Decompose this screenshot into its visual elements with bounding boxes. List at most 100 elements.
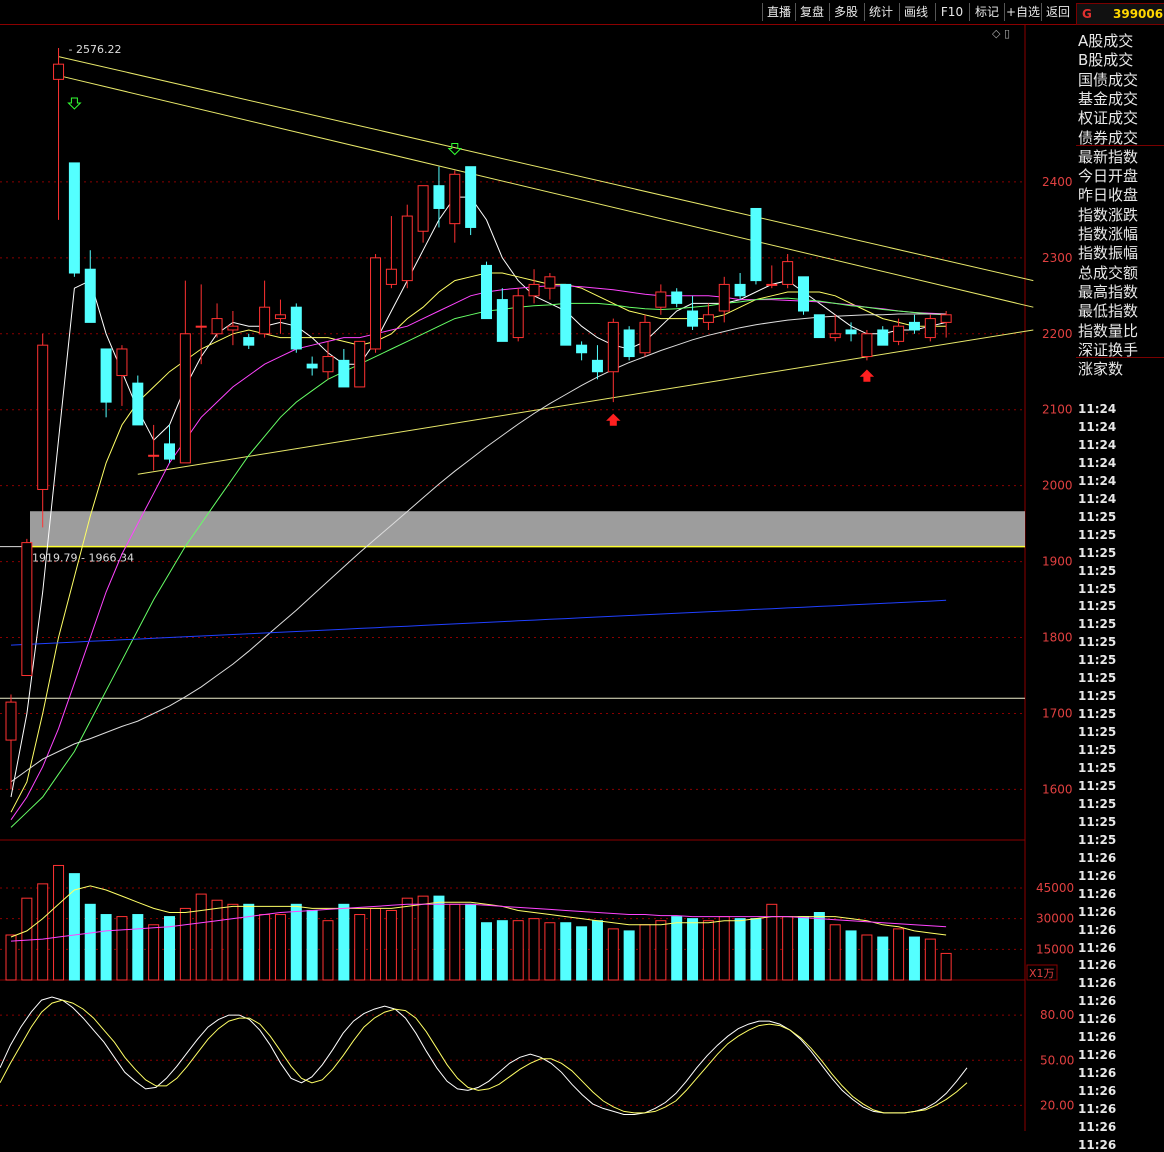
tick-time: 11:26 [1078, 868, 1117, 883]
draw-line-button[interactable]: 画线 [899, 3, 932, 21]
price-tick-label: 2200 [1042, 327, 1073, 341]
panel-icons[interactable]: ◇ ▯ [992, 27, 1010, 40]
volume-bar [528, 918, 540, 981]
volume-bar [655, 920, 667, 981]
buy-signal-arrow [606, 413, 621, 426]
price-tick-label: 2100 [1042, 403, 1073, 417]
volume-bar [908, 936, 920, 981]
oscillator-tick-label: 50.00 [1040, 1053, 1074, 1067]
candle [354, 340, 366, 388]
mark-button[interactable]: 标记 [969, 3, 1004, 21]
candle-body [639, 321, 651, 354]
candle [5, 694, 17, 790]
support-trendline [137, 329, 1034, 475]
candle-body [512, 295, 524, 339]
candle-body [322, 356, 334, 373]
volume-bar [116, 916, 128, 981]
candle [148, 424, 160, 471]
volume-bar [417, 895, 429, 981]
high-price-label: - 2576.22 [69, 43, 122, 56]
tick-time: 11:26 [1078, 976, 1117, 991]
candle-body [940, 314, 952, 323]
candle [449, 170, 461, 243]
volume-bar [861, 934, 873, 981]
volume-bar [623, 930, 635, 981]
volume-bar [68, 873, 80, 981]
volume-tick-label: 15000 [1036, 942, 1074, 956]
candle-body [591, 359, 603, 373]
volume-bar [354, 914, 366, 981]
volume-bar [164, 916, 175, 981]
side-panel-label: 今日开盘 [1078, 167, 1139, 186]
side-panel-separator [1076, 357, 1164, 359]
tick-time: 11:25 [1078, 832, 1117, 847]
candle [481, 261, 492, 320]
side-panel-label: 指数涨跌 [1078, 205, 1139, 224]
candle-body [164, 443, 175, 460]
tick-time: 11:26 [1078, 1066, 1117, 1081]
resistance-trendline [58, 56, 1034, 282]
tick-time: 11:26 [1078, 1120, 1117, 1134]
candle-body [702, 314, 714, 323]
price-tick-label: 1800 [1042, 631, 1073, 645]
candle [639, 314, 651, 357]
stock-code-box[interactable]: G 399006 [1076, 3, 1164, 25]
volume-bar [132, 914, 144, 981]
candle-body [179, 333, 191, 464]
candle [877, 326, 889, 346]
volume-bar [734, 918, 746, 981]
candle [528, 269, 540, 304]
candle-body [687, 310, 699, 327]
tick-time: 11:24 [1078, 402, 1117, 416]
back-button[interactable]: 返回 [1041, 3, 1074, 21]
volume-bar [798, 916, 809, 981]
volume-bar [512, 920, 524, 981]
tick-time: 11:25 [1078, 581, 1117, 596]
candle [322, 341, 334, 380]
diamond-icon[interactable]: ◇ [992, 27, 1001, 40]
candle [591, 345, 603, 380]
candle-body [655, 291, 667, 308]
candle-body [829, 333, 841, 339]
tick-time: 11:26 [1078, 1048, 1117, 1063]
statistics-button[interactable]: 统计 [864, 3, 897, 21]
oscillator-line [0, 996, 968, 1115]
candle-body [845, 329, 857, 335]
volume-bar [671, 916, 683, 981]
candle-body [68, 162, 80, 274]
candle [370, 254, 382, 353]
candle-body [433, 185, 445, 209]
oscillator-tick-label: 20.00 [1040, 1098, 1074, 1112]
side-panel-label: 涨家数 [1078, 360, 1124, 379]
candle-body [766, 283, 778, 286]
side-panel-separator [1076, 144, 1164, 146]
add-watchlist-button[interactable]: +自选 [1004, 3, 1041, 21]
f10-button[interactable]: F10 [935, 3, 968, 21]
side-panel-label: 基金成交 [1078, 89, 1139, 108]
side-panel-label: 指数涨幅 [1078, 225, 1139, 243]
volume-bar [53, 864, 65, 981]
candle-body [893, 325, 905, 342]
live-button[interactable]: 直播 [762, 3, 795, 21]
window-icon[interactable]: ▯ [1003, 27, 1011, 40]
volume-bar [544, 922, 556, 981]
candle-body [877, 329, 889, 346]
volume-bar [481, 922, 492, 981]
side-panel-label: B股成交 [1078, 51, 1134, 70]
volume-bar [259, 914, 271, 981]
tick-time: 11:25 [1078, 796, 1117, 811]
candle [21, 538, 33, 677]
candle-body [607, 321, 619, 373]
volume-bar [37, 883, 49, 981]
candle-body [544, 276, 556, 289]
side-panel-label: 国债成交 [1078, 70, 1139, 89]
multi-stock-button[interactable]: 多股 [829, 3, 862, 21]
candle [924, 314, 936, 342]
candle [116, 345, 128, 406]
candle-body [449, 173, 461, 225]
volume-tick-label: 45000 [1036, 881, 1074, 895]
candle-body [21, 542, 33, 677]
replay-button[interactable]: 复盘 [795, 3, 828, 21]
tick-time: 11:25 [1078, 509, 1117, 524]
candle [53, 48, 65, 220]
